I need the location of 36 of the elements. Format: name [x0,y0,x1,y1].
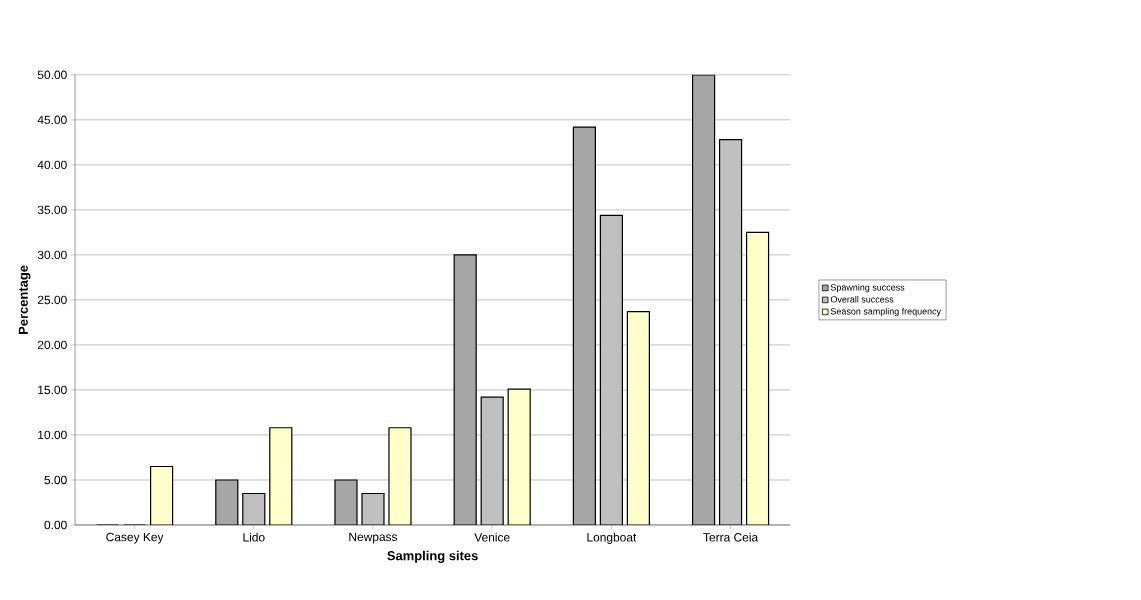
bar [388,427,412,525]
bar [269,427,293,525]
bar [745,231,770,525]
bar [215,479,239,525]
y-tick-label: 30.00 [37,250,67,260]
y-tick-label: 10.00 [38,430,67,440]
x-tick-label: Venice [474,532,510,542]
bar [150,465,174,525]
y-tick-label: 45.00 [37,115,67,125]
bar [599,214,623,525]
x-tick-label: Lido [243,532,265,542]
bar [453,254,477,525]
legend-label: Season sampling frequency [830,307,942,317]
bar [626,311,650,525]
x-tick-label: Newpass [349,532,398,544]
legend-label: Overall success [830,295,894,303]
bar [691,74,716,525]
y-tick-label: 20.00 [37,340,67,350]
y-axis-title: Percentage [18,265,31,334]
x-tick-label: Casey Key [106,532,164,544]
bar [480,396,504,525]
x-axis-title: Sampling sites [387,550,478,563]
y-tick-label: 5.00 [44,475,67,485]
x-tick-label: Terra Ceia [703,532,759,542]
y-tick-label: 0.00 [44,520,67,530]
y-tick-label: 25.00 [37,295,67,305]
x-tick-label: Longboat [587,532,637,544]
bar [242,492,266,525]
legend-label: Spawning success [830,283,905,293]
bar [572,126,596,525]
bar [718,139,743,525]
y-tick-label: 40.00 [37,160,67,170]
y-tick-label: 15.00 [38,385,67,395]
y-tick-label: 35.00 [37,205,67,215]
y-tick-label: 50.00 [37,70,67,80]
bar [507,388,531,525]
